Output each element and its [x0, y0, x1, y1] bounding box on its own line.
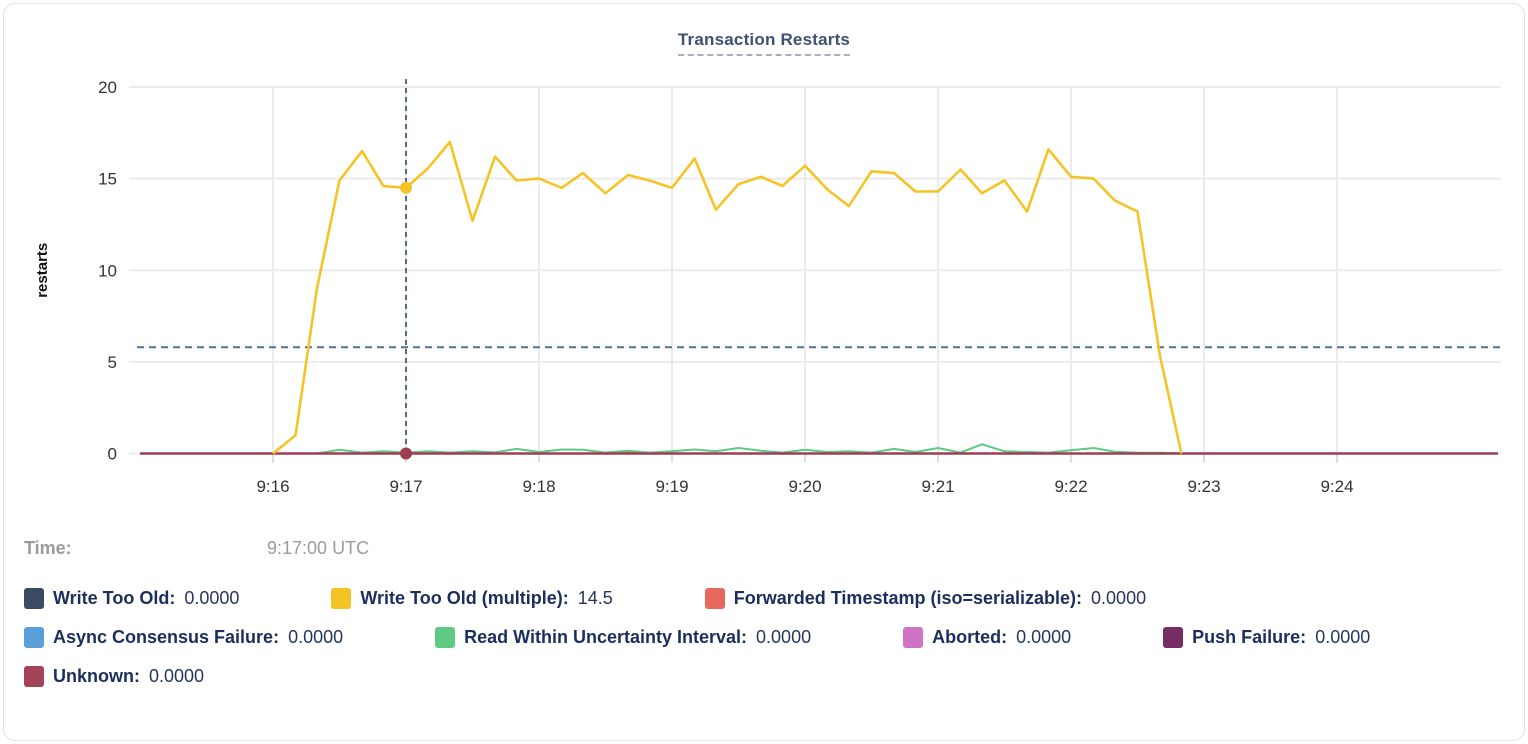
legend-swatch: [24, 666, 44, 687]
x-tick-label: 9:19: [655, 477, 688, 496]
x-tick-label: 9:18: [522, 477, 555, 496]
legend-item: Aborted: 0.0000: [903, 627, 1071, 648]
legend-swatch: [24, 588, 44, 609]
legend-swatch: [435, 627, 456, 648]
legend-value: 0.0000: [756, 627, 812, 647]
y-tick-label: 10: [98, 261, 117, 280]
y-tick-label: 5: [108, 353, 117, 372]
legend-value: 0.0000: [1016, 627, 1072, 647]
x-tick-label: 9:16: [256, 477, 289, 496]
chart-title-wrap: Transaction Restarts: [4, 30, 1524, 56]
y-axis-label: restarts: [34, 243, 51, 298]
legend-value: 0.0000: [288, 627, 344, 647]
chart-card: Transaction Restarts 0 5 10 15 20 9:16 9:17 9:1…: [3, 3, 1525, 741]
legend-label: Write Too Old:: [53, 588, 176, 608]
legend-swatch: [704, 588, 725, 609]
series-line-write-too-old-multiple: [272, 140, 1183, 455]
y-tick-label: 15: [98, 170, 117, 189]
legend-row: Async Consensus Failure: 0.0000 Read Withi…: [24, 627, 1510, 648]
y-tick-label: 20: [98, 78, 117, 97]
legend-label: Async Consensus Failure:: [53, 627, 280, 647]
legend-label: Forwarded Timestamp (iso=serializable):: [733, 588, 1083, 608]
legend-value: 0.0000: [149, 666, 205, 686]
legend-value: 0.0000: [184, 588, 240, 608]
series-line-read-within-uncertainty-interval: [316, 443, 1182, 455]
legend-label: Unknown:: [53, 666, 140, 686]
legend-swatch: [903, 627, 924, 648]
legend-item: Read Within Uncertainty Interval: 0.0000: [435, 627, 811, 648]
legend-item: Write Too Old (multiple): 14.5: [331, 588, 613, 609]
legend-value: 0.0000: [1091, 588, 1147, 608]
chart-title[interactable]: Transaction Restarts: [677, 30, 851, 56]
x-tick-label: 9:24: [1320, 477, 1353, 496]
legend-item: Forwarded Timestamp (iso=serializable): 0…: [704, 588, 1147, 609]
legend-value: 14.5: [577, 588, 613, 608]
legend-label: Push Failure:: [1192, 627, 1307, 647]
legend-row: Write Too Old: 0.0000 Write Too Old (multi…: [24, 588, 1510, 609]
time-label: Time:: [24, 538, 72, 558]
x-tick-label: 9:21: [921, 477, 954, 496]
legend-item: Async Consensus Failure: 0.0000: [24, 627, 343, 648]
crosshair-dot: [400, 181, 412, 194]
x-tick-label: 9:17: [389, 477, 422, 496]
legend: Write Too Old: 0.0000 Write Too Old (multi…: [24, 588, 1510, 705]
transaction-restarts-chart[interactable]: 0 5 10 15 20 9:16 9:17 9:18 9:19 9:20 9:21 9:22 9:23…: [3, 4, 1525, 504]
legend-swatch: [24, 627, 44, 648]
x-tick-label: 9:22: [1054, 477, 1087, 496]
y-tick-label: 0: [108, 445, 117, 464]
crosshair-dot: [400, 447, 412, 460]
legend-label: Write Too Old (multiple):: [360, 588, 569, 608]
x-tick-label: 9:20: [788, 477, 821, 496]
x-tick-label: 9:23: [1187, 477, 1220, 496]
legend-value: 0.0000: [1315, 627, 1371, 647]
legend-swatch: [1163, 627, 1184, 648]
legend-row: Unknown: 0.0000: [24, 666, 1510, 687]
legend-swatch: [331, 588, 352, 609]
legend-item: Unknown: 0.0000: [24, 666, 204, 687]
legend-label: Read Within Uncertainty Interval:: [464, 627, 748, 647]
legend-item: Write Too Old: 0.0000: [24, 588, 239, 609]
hover-time-row: Time: 9:17:00 UTC: [24, 538, 369, 559]
legend-item: Push Failure: 0.0000: [1163, 627, 1370, 648]
legend-label: Aborted:: [932, 627, 1008, 647]
time-value: 9:17:00 UTC: [267, 538, 370, 558]
